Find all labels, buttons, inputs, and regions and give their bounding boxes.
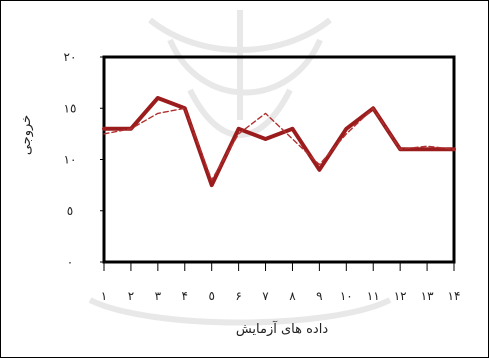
x-tick-label: ١٠ bbox=[340, 289, 353, 303]
y-tick-label: ٢٠ bbox=[64, 50, 77, 64]
series-line-solid bbox=[102, 96, 456, 188]
plot-area-border bbox=[102, 55, 456, 264]
y-axis-label: خروجی bbox=[19, 115, 34, 155]
x-tick-label: ٩ bbox=[316, 289, 322, 303]
x-tick-label: ١٢ bbox=[394, 289, 407, 303]
series-line-dashed bbox=[103, 107, 455, 181]
x-tick-label: ٧ bbox=[262, 289, 269, 303]
x-tick-label: ١٣ bbox=[421, 289, 434, 303]
y-tick-label: ٠ bbox=[67, 255, 73, 269]
x-tick-label: ۶ bbox=[235, 289, 241, 303]
x-tick-label: ١١ bbox=[367, 289, 380, 303]
y-tick-label: ١٠ bbox=[64, 153, 77, 167]
y-tick-label: ١٥ bbox=[64, 101, 77, 115]
x-tick-label: ٣ bbox=[155, 289, 162, 303]
x-tick-label: ١۴ bbox=[448, 289, 461, 303]
y-tick-label: ٥ bbox=[67, 204, 73, 218]
x-tick-label: ٥ bbox=[208, 289, 214, 303]
x-axis-label: داده های آزمایش bbox=[236, 320, 328, 337]
x-tick-label: ٢ bbox=[128, 289, 134, 303]
x-tick-label: ٨ bbox=[289, 289, 296, 303]
x-tick-label: ۴ bbox=[182, 289, 188, 303]
x-tick-label: ١ bbox=[101, 289, 107, 303]
